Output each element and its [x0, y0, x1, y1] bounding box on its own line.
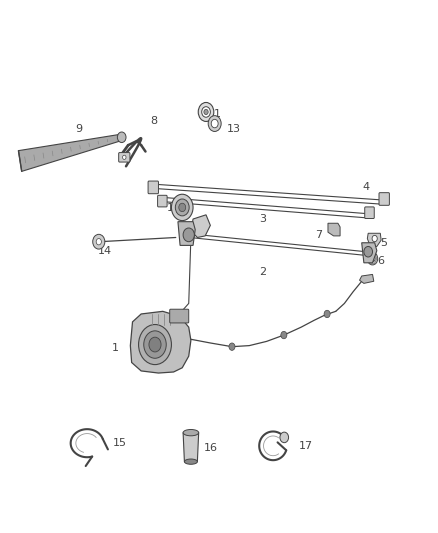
Text: 2: 2: [259, 267, 266, 277]
Circle shape: [280, 432, 289, 443]
Circle shape: [204, 109, 208, 115]
Circle shape: [149, 337, 161, 352]
Polygon shape: [362, 243, 377, 263]
Polygon shape: [191, 215, 210, 238]
Polygon shape: [360, 274, 374, 284]
Polygon shape: [131, 311, 191, 373]
Circle shape: [183, 228, 194, 241]
FancyBboxPatch shape: [148, 181, 159, 193]
Polygon shape: [183, 433, 199, 462]
Circle shape: [96, 239, 101, 245]
Text: 13: 13: [227, 124, 241, 134]
Circle shape: [364, 246, 372, 257]
FancyBboxPatch shape: [158, 195, 167, 207]
Circle shape: [370, 255, 375, 262]
Circle shape: [138, 325, 171, 365]
Ellipse shape: [184, 459, 198, 464]
Text: 7: 7: [315, 230, 322, 240]
Circle shape: [171, 194, 193, 221]
Text: 8: 8: [151, 116, 158, 126]
Circle shape: [175, 199, 189, 216]
Text: 4: 4: [363, 182, 370, 192]
Circle shape: [93, 235, 105, 249]
Text: 6: 6: [378, 256, 385, 266]
Circle shape: [144, 331, 166, 358]
Circle shape: [281, 332, 287, 339]
Circle shape: [179, 203, 186, 212]
Circle shape: [324, 310, 330, 318]
Circle shape: [123, 155, 126, 159]
FancyBboxPatch shape: [379, 192, 389, 205]
Text: 3: 3: [259, 214, 266, 224]
Text: 12: 12: [166, 204, 180, 214]
Text: 14: 14: [97, 246, 111, 256]
Circle shape: [367, 252, 378, 265]
Circle shape: [229, 343, 235, 350]
FancyBboxPatch shape: [119, 152, 130, 162]
Ellipse shape: [183, 430, 199, 436]
Circle shape: [208, 116, 221, 132]
FancyBboxPatch shape: [365, 207, 374, 219]
Polygon shape: [18, 134, 122, 172]
Circle shape: [117, 132, 126, 142]
Circle shape: [372, 236, 377, 241]
Text: 17: 17: [298, 441, 313, 451]
Text: 16: 16: [203, 443, 217, 454]
Text: 9: 9: [75, 124, 82, 134]
Circle shape: [211, 119, 218, 128]
Circle shape: [198, 102, 214, 122]
Polygon shape: [328, 223, 340, 236]
Text: 5: 5: [380, 238, 387, 248]
Polygon shape: [178, 222, 195, 245]
Text: 1: 1: [112, 343, 119, 353]
FancyBboxPatch shape: [170, 309, 189, 323]
Text: 11: 11: [208, 109, 222, 118]
Polygon shape: [367, 233, 381, 246]
Text: 15: 15: [113, 438, 127, 448]
Circle shape: [202, 107, 210, 117]
